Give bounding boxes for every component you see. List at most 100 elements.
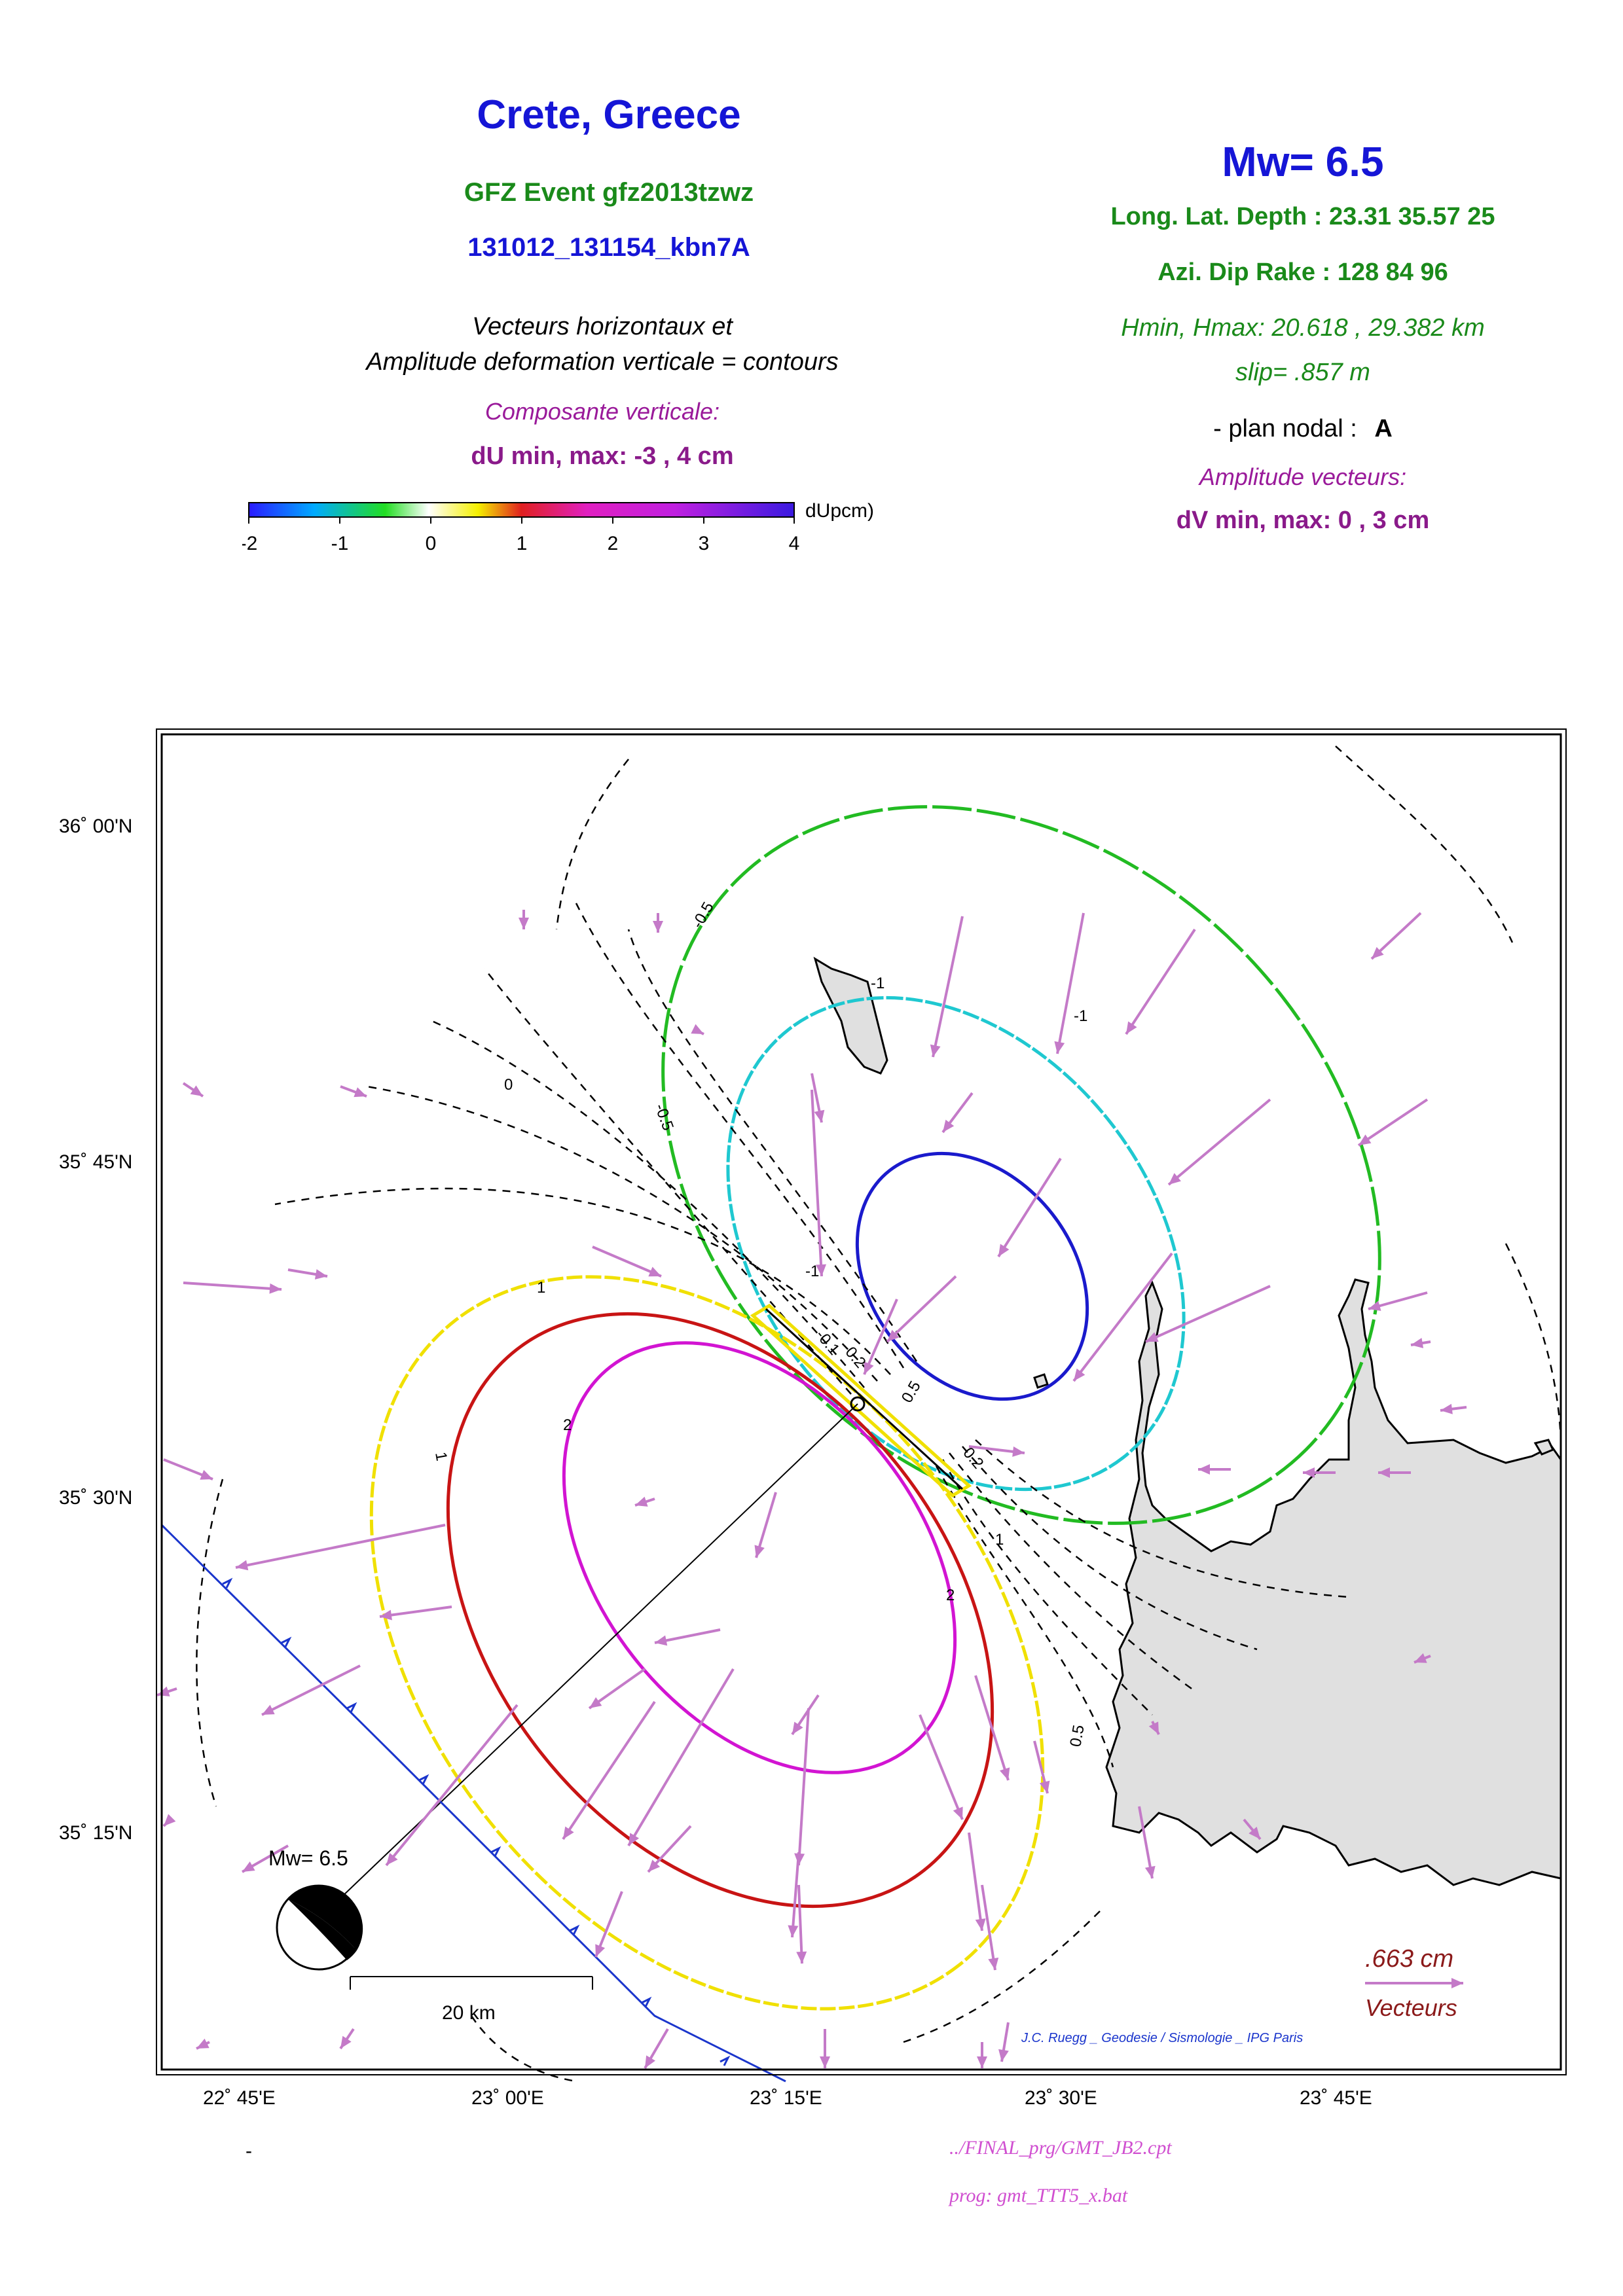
displacement-vector-head bbox=[1359, 1134, 1372, 1145]
vector-scale-arrowhead bbox=[1451, 1978, 1463, 1988]
displacement-vector bbox=[261, 1664, 361, 1716]
displacement-vector bbox=[385, 1704, 519, 1867]
contour-plus-2 bbox=[446, 1312, 994, 1909]
footer-prog: prog: gmt_TTT5_x.bat bbox=[949, 2185, 1128, 2206]
colorbar-unit: dUpcm) bbox=[805, 500, 874, 522]
contour-label: -1 bbox=[871, 975, 884, 992]
displacement-vector-head bbox=[1126, 1021, 1137, 1034]
displacement-vector bbox=[974, 1675, 1010, 1781]
map-frame bbox=[156, 728, 1567, 2075]
displacement-vector-head bbox=[999, 1767, 1010, 1780]
colorbar-tick-label: 0 bbox=[426, 533, 437, 554]
contour-label: 1 bbox=[995, 1531, 1004, 1549]
land bbox=[813, 956, 1562, 1886]
displacement-vector-head bbox=[1012, 1446, 1025, 1457]
displacement-vector bbox=[1138, 1806, 1154, 1879]
displacement-vector-head bbox=[262, 1704, 275, 1715]
displacement-vector-head bbox=[635, 1496, 648, 1507]
displacement-vector bbox=[379, 1605, 452, 1618]
displacement-vector-head bbox=[1039, 1780, 1050, 1793]
displacement-vector-head bbox=[998, 1244, 1010, 1257]
displacement-vector bbox=[932, 916, 964, 1058]
islet-east bbox=[1533, 1439, 1555, 1456]
colorbar-ticks bbox=[248, 517, 795, 524]
lon-tick: 23˚ 30'E bbox=[1025, 2087, 1097, 2109]
displacement-vector-head bbox=[354, 1087, 367, 1098]
displacement-vector-head bbox=[975, 1918, 986, 1931]
credit: J.C. Ruegg _ Geodesie / Sismologie _ IPG… bbox=[1021, 2031, 1303, 2045]
contour-label: -1 bbox=[805, 1263, 819, 1280]
colorbar-tick-label: 4 bbox=[789, 533, 800, 554]
contour-minus-2 bbox=[726, 996, 1186, 1492]
displacement-vector bbox=[797, 1708, 810, 1866]
displacement-vector-head bbox=[200, 1469, 213, 1480]
displacement-vector bbox=[1167, 1098, 1271, 1186]
nodal-plane-label: - plan nodal : bbox=[1213, 415, 1357, 442]
displacement-vector-head bbox=[1146, 1332, 1159, 1342]
displacement-vector bbox=[811, 1089, 823, 1277]
contour-label: 0.5 bbox=[1067, 1723, 1087, 1748]
displacement-vector-head bbox=[1169, 1173, 1181, 1185]
displacement-vector-head bbox=[691, 1024, 704, 1034]
nodal-plane: - plan nodal : A bbox=[1008, 415, 1597, 443]
displacement-vector-head bbox=[1054, 1041, 1065, 1054]
displacement-vector bbox=[981, 1884, 996, 1971]
displacement-vector-head bbox=[1303, 1467, 1315, 1478]
hellenic-trench bbox=[160, 1524, 786, 2083]
footer-cpt: ../FINAL_prg/GMT_JB2.cpt bbox=[949, 2137, 1172, 2159]
scale-bar-label: 20 km bbox=[442, 2002, 496, 2024]
mechanism-label: Mw= 6.5 bbox=[268, 1846, 348, 1870]
lon-tick: 23˚ 00'E bbox=[471, 2087, 544, 2109]
displacement-vector bbox=[797, 1884, 803, 1964]
lat-tick: 35˚ 15'N bbox=[59, 1822, 132, 1844]
trench bbox=[160, 1524, 786, 2083]
displacement-vector bbox=[1145, 1285, 1271, 1343]
epicenter-marker bbox=[850, 1396, 866, 1412]
displacement-vector-head bbox=[792, 1721, 803, 1734]
displacement-vector-head bbox=[519, 918, 529, 929]
displacement-vector bbox=[919, 1714, 964, 1820]
beachball-compressional-2 bbox=[288, 1899, 357, 1960]
scale-bar bbox=[350, 1976, 593, 1990]
contour-label: 0.5 bbox=[898, 1378, 924, 1406]
displacement-vector-head bbox=[977, 2056, 987, 2068]
displacement-vector bbox=[183, 1282, 282, 1291]
contour-label: 2 bbox=[563, 1416, 572, 1434]
displacement-vector-head bbox=[653, 921, 663, 933]
displacement-vector-head bbox=[1074, 1368, 1085, 1381]
displacement-vector-head bbox=[796, 1951, 807, 1964]
displacement-vector-head bbox=[1198, 1464, 1210, 1475]
displacement-vector-head bbox=[242, 1861, 255, 1872]
displacement-vector-head bbox=[1440, 1403, 1453, 1414]
displacement-vector-head bbox=[157, 1686, 170, 1696]
fault-plane bbox=[340, 1303, 972, 1899]
displacement-vectors bbox=[156, 910, 1467, 2070]
source-slip: slip= .857 m bbox=[1235, 359, 1370, 386]
event-code: 131012_131154_kbn7A bbox=[467, 233, 750, 262]
displacement-vector-head bbox=[1411, 1338, 1424, 1348]
displacement-vector-head bbox=[754, 1545, 765, 1558]
event-id: GFZ Event gfz2013tzwz bbox=[464, 178, 754, 207]
displacement-vector bbox=[863, 1299, 898, 1375]
displacement-vector-head bbox=[943, 1119, 955, 1132]
displacement-vector-head bbox=[1249, 1827, 1260, 1839]
displacement-vector bbox=[627, 1668, 735, 1847]
displacement-vector-head bbox=[314, 1269, 327, 1280]
displacement-vector-head bbox=[164, 1814, 176, 1826]
beachball-compressional bbox=[288, 1886, 363, 1950]
displacement-vector bbox=[1072, 1252, 1173, 1382]
contour-label: 2 bbox=[946, 1587, 955, 1604]
vector-amplitude-label: Amplitude vecteurs: bbox=[1199, 463, 1407, 490]
displacement-vector bbox=[1125, 928, 1196, 1035]
lat-tick: 35˚ 30'N bbox=[59, 1487, 132, 1509]
displacement-vector-head bbox=[788, 1925, 799, 1937]
map-title: Crete, Greece bbox=[477, 92, 741, 137]
colorbar: -2 -1 0 1 2 3 4 dUpcm) bbox=[242, 500, 874, 554]
lat-tick: 35˚ 45'N bbox=[59, 1151, 132, 1173]
source-depth-range: Hmin, Hmax: 20.618 , 29.382 km bbox=[1121, 314, 1485, 342]
displacement-vector-head bbox=[386, 1852, 398, 1865]
lon-tick: 22˚ 45'E bbox=[203, 2087, 276, 2109]
focal-mechanism: Mw= 6.5 bbox=[268, 1846, 363, 1971]
colorbar-tick-label: -1 bbox=[331, 533, 349, 554]
